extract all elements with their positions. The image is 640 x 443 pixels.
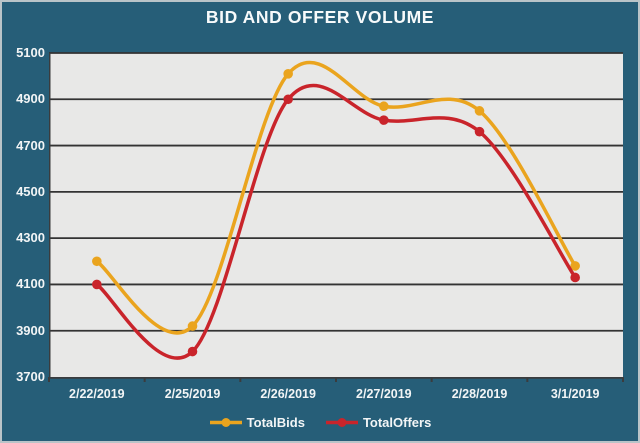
totaloffers-legend-swatch [325,417,358,427]
legend: TotalBids TotalOffers [0,409,640,435]
totalbids-marker-3/1/2019[interactable] [570,261,580,271]
plot-area [49,53,623,377]
totaloffers-marker-3/1/2019[interactable] [570,272,580,283]
totalbids-marker-2/27/2019[interactable] [379,101,389,112]
y-axis-tick-label: 4300 [16,230,45,246]
totaloffers-marker-2/25/2019[interactable] [187,346,198,357]
x-axis-tick-label: 2/22/2019 [69,387,125,401]
chart-title: BID AND OFFER VOLUME [205,7,435,27]
x-axis-tick-label: 2/25/2019 [164,387,221,401]
y-axis-tick-label: 3900 [16,322,45,338]
y-axis-tick-label: 4100 [16,276,45,292]
totaloffers-marker-2/26/2019[interactable] [283,94,293,105]
x-axis-tick-label: 3/1/2019 [550,387,600,401]
totalbids-marker-2/25/2019[interactable] [187,321,198,331]
legend-item-totaloffers[interactable]: TotalOffers [325,415,431,430]
totaloffers-marker-2/27/2019[interactable] [379,115,389,125]
totaloffers-marker-2/28/2019[interactable] [474,126,485,137]
totalbids-legend-swatch [209,417,242,427]
x-axis-tick-label: 2/26/2019 [260,387,316,401]
x-axis-tick-label: 2/27/2019 [356,387,412,401]
y-axis-tick-label: 4500 [16,183,45,199]
totaloffers-marker-2/22/2019[interactable] [92,279,102,290]
totalbids-marker-2/26/2019[interactable] [283,69,293,79]
legend-label-totaloffers: TotalOffers [362,414,432,430]
legend-item-totalbids[interactable]: TotalBids [209,415,305,430]
totalbids-marker-2/22/2019[interactable] [92,256,102,267]
y-axis-tick-label: 4700 [16,137,45,153]
totalbids-line [95,60,577,335]
x-axis-tick-label: 2/28/2019 [451,387,508,401]
totalbids-marker-2/28/2019[interactable] [474,106,485,116]
totaloffers-line [95,83,577,360]
y-axis-tick-label: 5100 [16,45,45,60]
legend-label-totalbids: TotalBids [246,414,305,430]
y-axis-tick-label: 4900 [16,91,45,107]
y-axis-tick-label: 3700 [16,369,45,384]
